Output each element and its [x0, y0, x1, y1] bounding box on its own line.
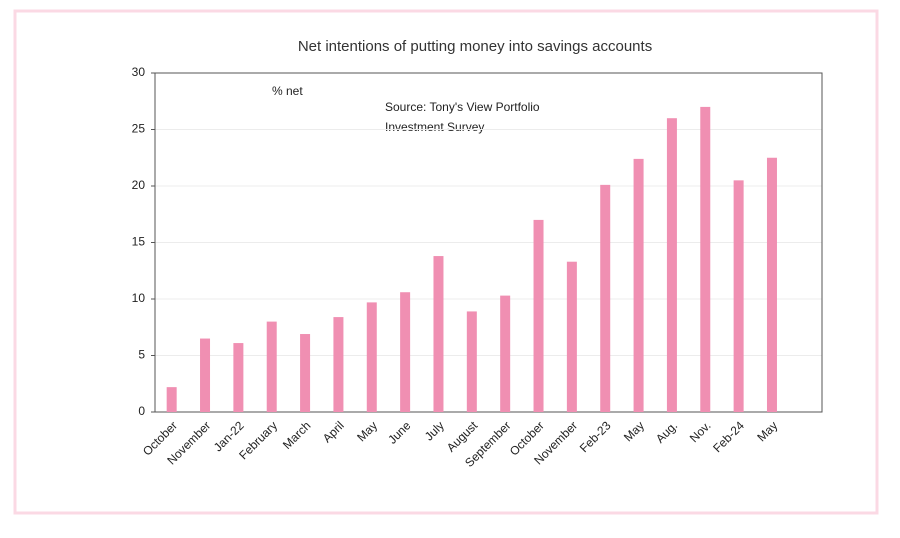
y-tick-label: 20 [132, 178, 146, 192]
bar [366, 302, 377, 412]
bar [466, 311, 477, 412]
annotation: % net [272, 84, 303, 98]
y-tick-label: 15 [132, 235, 146, 249]
plot-border [154, 72, 823, 413]
bar [566, 261, 577, 412]
bar [200, 338, 211, 412]
bar [700, 106, 711, 413]
bar [166, 387, 177, 412]
y-tick-label: 5 [138, 348, 145, 362]
bar [433, 256, 444, 412]
bar [333, 317, 344, 412]
annotation: Investment Survey [385, 120, 484, 134]
bar [633, 158, 644, 412]
y-tick-label: 10 [132, 291, 146, 305]
bar [300, 334, 311, 412]
bar [733, 180, 744, 412]
chart-title: Net intentions of putting money into sav… [298, 38, 652, 55]
bar [233, 343, 244, 412]
bar [666, 118, 677, 412]
bar [400, 292, 411, 412]
y-tick-label: 25 [132, 122, 146, 136]
y-tick-label: 0 [138, 404, 145, 418]
annotation: Source: Tony's View Portfolio [385, 100, 540, 114]
bar [533, 219, 544, 412]
bar [600, 184, 611, 412]
bar [266, 321, 277, 412]
y-tick-label: 30 [132, 65, 146, 79]
bar [500, 295, 511, 412]
frame [13, 9, 879, 515]
bar [766, 157, 777, 412]
